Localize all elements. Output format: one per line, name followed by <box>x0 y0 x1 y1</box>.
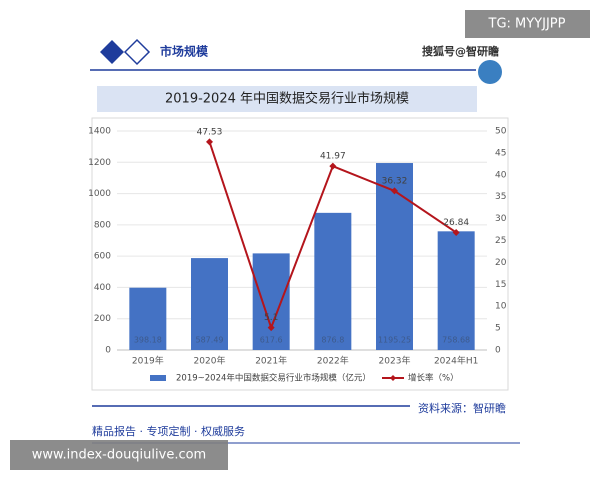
bar-label: 617.6 <box>260 336 283 345</box>
y-tick-label: 600 <box>94 252 111 262</box>
y2-tick-label: 50 <box>495 127 507 137</box>
x-tick-label: 2021年 <box>255 355 287 367</box>
logo-diamond <box>123 38 151 66</box>
y-tick-label: 1400 <box>88 127 111 137</box>
x-tick-label: 2022年 <box>317 355 349 367</box>
y2-tick-label: 0 <box>495 346 501 356</box>
x-tick-label: 2024年H1 <box>434 355 478 367</box>
legend-swatch <box>390 375 396 381</box>
line-marker <box>329 162 337 170</box>
watermark-box <box>10 440 228 470</box>
legend-swatch <box>150 375 166 381</box>
bar <box>191 258 228 350</box>
line-label: 36.32 <box>382 176 408 186</box>
logo-diamond <box>100 40 124 64</box>
y-tick-label: 1200 <box>88 158 111 168</box>
bar <box>314 212 352 350</box>
x-tick-label: 2019年 <box>132 355 164 367</box>
source: 资料来源：智研瞻 <box>418 401 506 415</box>
title-box <box>97 86 477 112</box>
y2-tick-label: 5 <box>495 324 501 334</box>
y2-tick-label: 25 <box>495 236 506 246</box>
bar-label: 876.8 <box>321 336 344 345</box>
bar <box>252 253 290 350</box>
y-tick-label: 200 <box>94 314 111 324</box>
y-tick-label: 0 <box>105 346 111 356</box>
y2-tick-label: 20 <box>495 258 507 268</box>
watermark: www.index-douqiulive.com <box>32 448 206 463</box>
tagline: 精品报告 · 专项定制 · 权威服务 <box>92 424 245 438</box>
y2-tick-label: 30 <box>495 214 507 224</box>
section-title: 市场规模 <box>160 44 209 59</box>
y2-tick-label: 15 <box>495 280 506 290</box>
line-marker <box>206 138 213 146</box>
line-marker <box>267 324 275 332</box>
line-label: 47.53 <box>197 127 223 137</box>
y-tick-label: 800 <box>94 220 111 230</box>
bar <box>129 287 167 350</box>
y2-tick-label: 35 <box>495 192 506 202</box>
line-label: 41.97 <box>320 152 346 162</box>
plot: 0 200 400 600 800 1000 1200 1400 0 5 10 15 20 25 30 35 4… <box>88 127 507 384</box>
y2-tick-label: 40 <box>495 170 507 180</box>
y2-tick-label: 45 <box>495 148 506 158</box>
brand-logo <box>478 60 502 84</box>
chart-title: 2019-2024 年中国数据交易行业市场规模 <box>165 91 409 107</box>
line-marker <box>391 187 398 195</box>
watermark: TG: MYYJJPP <box>488 17 566 32</box>
bar-label: 587.49 <box>196 336 224 345</box>
watermark-box <box>465 10 590 38</box>
y-tick-label: 1000 <box>88 189 111 199</box>
bar <box>437 231 475 350</box>
x-tick-label: 2023年 <box>379 355 411 367</box>
line-label: 26.84 <box>443 218 469 228</box>
brand: 搜狐号@智研瞻 <box>422 44 499 58</box>
legend-label: 2019~2024年中国数据交易行业市场规模（亿元） <box>176 373 371 384</box>
bar-label: 1195.25 <box>378 336 411 345</box>
legend-label: 增长率（%） <box>408 373 459 384</box>
x-tick-label: 2020年 <box>194 355 226 367</box>
line-marker <box>452 228 460 236</box>
bar-label: 758.68 <box>442 336 470 345</box>
y2-tick-label: 10 <box>495 302 507 312</box>
y-tick-label: 400 <box>94 283 111 293</box>
line-label: 5.1 <box>264 313 278 323</box>
bar-label: 398.18 <box>134 336 162 345</box>
